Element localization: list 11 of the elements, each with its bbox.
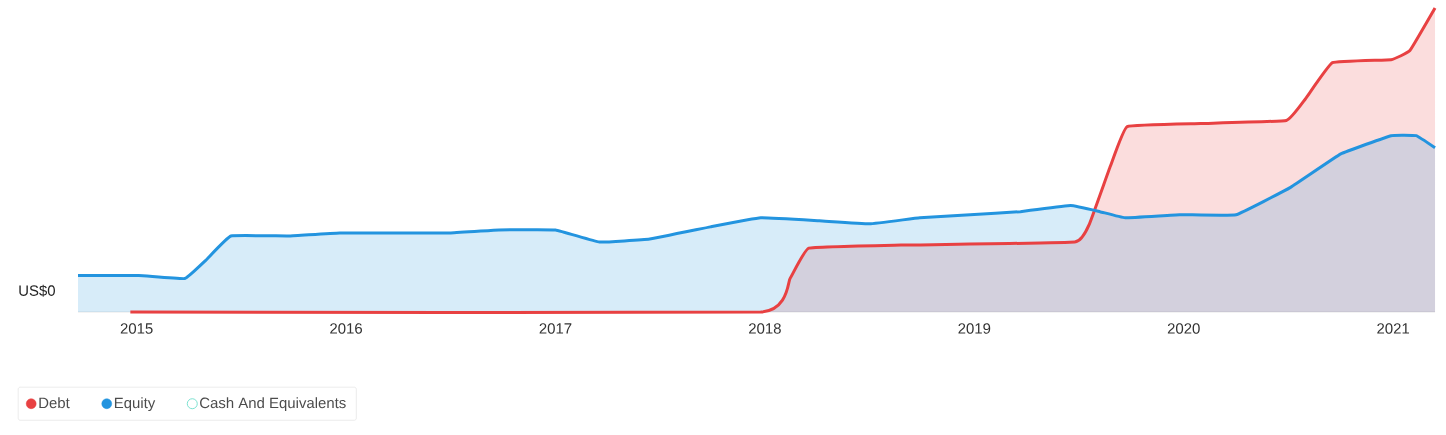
x-tick-label: 2019 [958,323,991,334]
x-tick-label: 2016 [330,323,363,334]
legend-label: Cash And Equivalents [200,397,346,412]
x-tick-label: 2017 [539,323,572,334]
legend-label: Equity [114,397,156,412]
x-tick-label: 2018 [749,323,781,334]
x-tick-label: 2021 [1377,323,1410,334]
x-tick-label: 2020 [1167,323,1200,334]
legend-label: Debt [39,397,70,409]
x-tick-label: 2015 [120,323,153,334]
text: US$0 [19,284,55,297]
